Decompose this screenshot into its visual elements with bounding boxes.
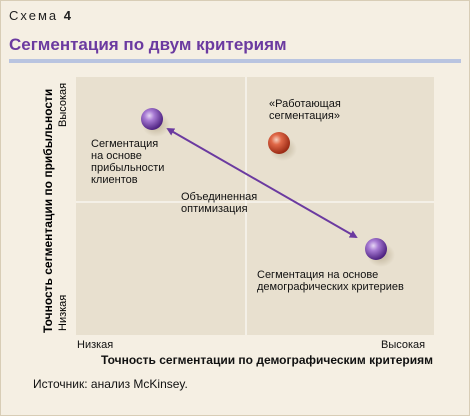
label-line: прибыльности	[91, 162, 165, 174]
scheme-label: Схема 4	[9, 8, 71, 23]
y-axis-low: Низкая	[57, 294, 69, 331]
label-working-segmentation: «Работающая сегментация»	[269, 98, 341, 122]
label-line: демографических критериев	[257, 281, 404, 293]
bubble-demographic	[365, 238, 387, 260]
bubble-customer-profitability	[141, 108, 163, 130]
diagram-canvas	[76, 77, 434, 335]
label-line: Сегментация на основе	[257, 269, 379, 281]
figure-title: Сегментация по двум критериям	[9, 35, 287, 54]
label-line: клиентов	[91, 174, 138, 186]
label-line: сегментация»	[269, 110, 340, 122]
optimization-arrow	[166, 128, 358, 238]
plot-area	[76, 77, 434, 335]
y-axis-title: Точность сегментации по прибыльности	[41, 88, 55, 333]
label-customer-profitability: Сегментация на основе прибыльности клиен…	[91, 138, 164, 186]
label-demographic: Сегментация на основе демографических кр…	[257, 269, 404, 293]
label-line: Объединенная	[181, 191, 258, 203]
x-axis-low: Низкая	[77, 339, 114, 351]
y-axis-high: Высокая	[57, 82, 69, 127]
x-axis-title: Точность сегментации по демографическим …	[101, 353, 433, 367]
title-bar: Сегментация по двум критериям	[9, 35, 461, 63]
label-line: Сегментация	[91, 138, 159, 150]
source-note: Источник: анализ McKinsey.	[33, 377, 188, 391]
label-combined-optimization: Объединенная оптимизация	[181, 191, 257, 215]
label-line: «Работающая	[269, 98, 341, 110]
x-axis-high: Высокая	[381, 339, 426, 351]
scheme-word: Схема	[9, 8, 59, 23]
bubble-working-segmentation	[268, 132, 290, 154]
label-line: оптимизация	[181, 203, 248, 215]
label-line: на основе	[91, 150, 142, 162]
scheme-number: 4	[63, 8, 71, 23]
